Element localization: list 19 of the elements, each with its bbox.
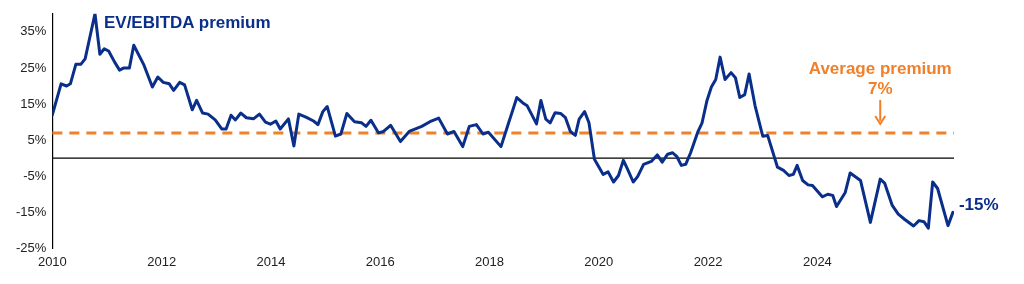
x-tick-label: 2018 (475, 253, 504, 269)
y-tick-label: -5% (23, 167, 47, 183)
y-tick-label: 35% (20, 23, 47, 39)
annotation: -15% (958, 195, 999, 215)
x-tick-label: 2014 (256, 253, 286, 269)
y-tick-label: -25% (15, 239, 47, 255)
x-tick-label: 2022 (693, 253, 723, 269)
y-tick-label: 15% (20, 95, 47, 111)
x-tick-label: 2020 (584, 253, 614, 269)
y-tick-label: 5% (27, 131, 47, 147)
y-tick-label: -15% (15, 203, 47, 219)
annotation: 7% (867, 78, 893, 98)
x-tick-label: 2010 (37, 253, 67, 269)
x-tick-label: 2024 (802, 253, 832, 269)
series-label: EV/EBITDA premium (103, 12, 271, 32)
ref-line-label: Average premium (808, 58, 952, 78)
y-tick-label: 25% (20, 59, 47, 75)
x-tick-label: 2012 (147, 253, 177, 269)
x-tick-label: 2016 (365, 253, 395, 269)
